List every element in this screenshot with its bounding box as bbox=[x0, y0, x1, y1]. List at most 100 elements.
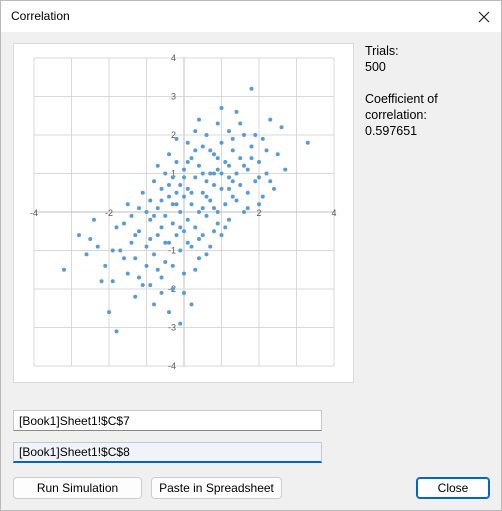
data-point bbox=[185, 240, 190, 245]
data-point bbox=[197, 236, 201, 241]
data-point bbox=[283, 167, 288, 172]
data-point bbox=[170, 287, 175, 291]
data-point bbox=[155, 233, 160, 238]
data-point bbox=[159, 198, 164, 203]
data-point bbox=[99, 279, 104, 284]
close-button[interactable]: Close bbox=[416, 477, 490, 499]
data-point bbox=[193, 225, 198, 230]
data-point bbox=[204, 179, 209, 184]
data-point bbox=[159, 275, 164, 280]
data-point bbox=[219, 140, 224, 145]
range1-input[interactable] bbox=[14, 411, 321, 430]
data-point bbox=[197, 256, 201, 261]
data-point bbox=[77, 233, 81, 238]
data-point bbox=[174, 159, 179, 164]
data-point bbox=[92, 217, 96, 222]
data-point bbox=[215, 221, 220, 226]
data-point bbox=[215, 121, 220, 126]
data-point bbox=[204, 194, 209, 199]
data-point bbox=[215, 167, 220, 172]
data-point bbox=[182, 167, 186, 172]
data-point bbox=[200, 190, 205, 195]
data-point bbox=[110, 248, 115, 253]
y-tick-label: -3 bbox=[168, 323, 176, 333]
data-point bbox=[133, 233, 138, 238]
data-point bbox=[193, 267, 198, 272]
data-point bbox=[163, 213, 168, 218]
data-point bbox=[129, 213, 134, 218]
data-point bbox=[170, 175, 175, 180]
data-point bbox=[148, 198, 153, 203]
data-point bbox=[148, 217, 153, 222]
data-point bbox=[167, 152, 171, 157]
data-point bbox=[200, 206, 205, 211]
data-point bbox=[137, 229, 141, 234]
data-point bbox=[178, 210, 183, 214]
data-point bbox=[238, 183, 243, 188]
data-point bbox=[133, 294, 138, 299]
data-point bbox=[230, 148, 235, 153]
data-point bbox=[155, 206, 160, 211]
x-tick-label: -2 bbox=[105, 208, 113, 218]
window-title: Correlation bbox=[11, 9, 70, 23]
data-point bbox=[182, 229, 186, 234]
data-point bbox=[204, 252, 209, 257]
data-point bbox=[227, 129, 231, 134]
data-point bbox=[107, 310, 111, 315]
data-point bbox=[185, 186, 190, 191]
data-point bbox=[95, 244, 100, 249]
data-point bbox=[223, 159, 228, 164]
data-point bbox=[140, 283, 145, 288]
data-point bbox=[234, 198, 239, 203]
data-point bbox=[234, 171, 239, 176]
data-point bbox=[159, 225, 164, 230]
y-tick-label: 3 bbox=[171, 92, 176, 102]
title-bar: Correlation bbox=[1, 1, 501, 32]
data-point bbox=[129, 240, 134, 245]
data-point bbox=[118, 248, 123, 253]
data-point bbox=[185, 159, 190, 164]
data-point bbox=[174, 233, 179, 238]
data-point bbox=[197, 117, 201, 122]
data-point bbox=[167, 183, 171, 188]
data-point bbox=[152, 302, 156, 307]
data-point bbox=[167, 194, 171, 199]
data-point bbox=[114, 329, 119, 334]
data-point bbox=[174, 190, 179, 195]
data-point bbox=[264, 171, 269, 176]
data-point bbox=[174, 202, 179, 207]
data-point bbox=[212, 206, 216, 211]
data-point bbox=[178, 225, 183, 230]
data-point bbox=[223, 202, 228, 207]
run-simulation-button[interactable]: Run Simulation bbox=[13, 477, 142, 499]
data-point bbox=[279, 125, 284, 130]
data-point bbox=[140, 190, 145, 195]
paste-in-spreadsheet-button[interactable]: Paste in Spreadsheet bbox=[151, 477, 282, 499]
data-point bbox=[152, 213, 156, 218]
range2-input[interactable] bbox=[14, 443, 321, 461]
x-tick-label: -4 bbox=[30, 208, 38, 218]
x-tick-label: 4 bbox=[331, 208, 336, 218]
data-point bbox=[103, 263, 108, 268]
data-point bbox=[242, 210, 246, 214]
data-point bbox=[238, 121, 243, 126]
data-point bbox=[268, 117, 273, 122]
range1-field[interactable] bbox=[13, 410, 322, 431]
run-simulation-label: Run Simulation bbox=[36, 481, 119, 495]
coefficient-label-line2: correlation: bbox=[365, 108, 427, 122]
data-point bbox=[144, 263, 149, 268]
data-point bbox=[257, 202, 261, 207]
data-point bbox=[155, 267, 160, 272]
data-point bbox=[193, 129, 198, 134]
data-point bbox=[88, 236, 93, 241]
data-point bbox=[189, 156, 194, 161]
data-point bbox=[189, 302, 194, 307]
data-point bbox=[163, 240, 168, 245]
close-window-button[interactable] bbox=[467, 1, 501, 32]
data-point bbox=[212, 171, 216, 176]
data-point bbox=[170, 221, 175, 226]
range2-field[interactable] bbox=[13, 442, 322, 463]
data-point bbox=[249, 86, 254, 91]
data-point bbox=[185, 140, 190, 145]
